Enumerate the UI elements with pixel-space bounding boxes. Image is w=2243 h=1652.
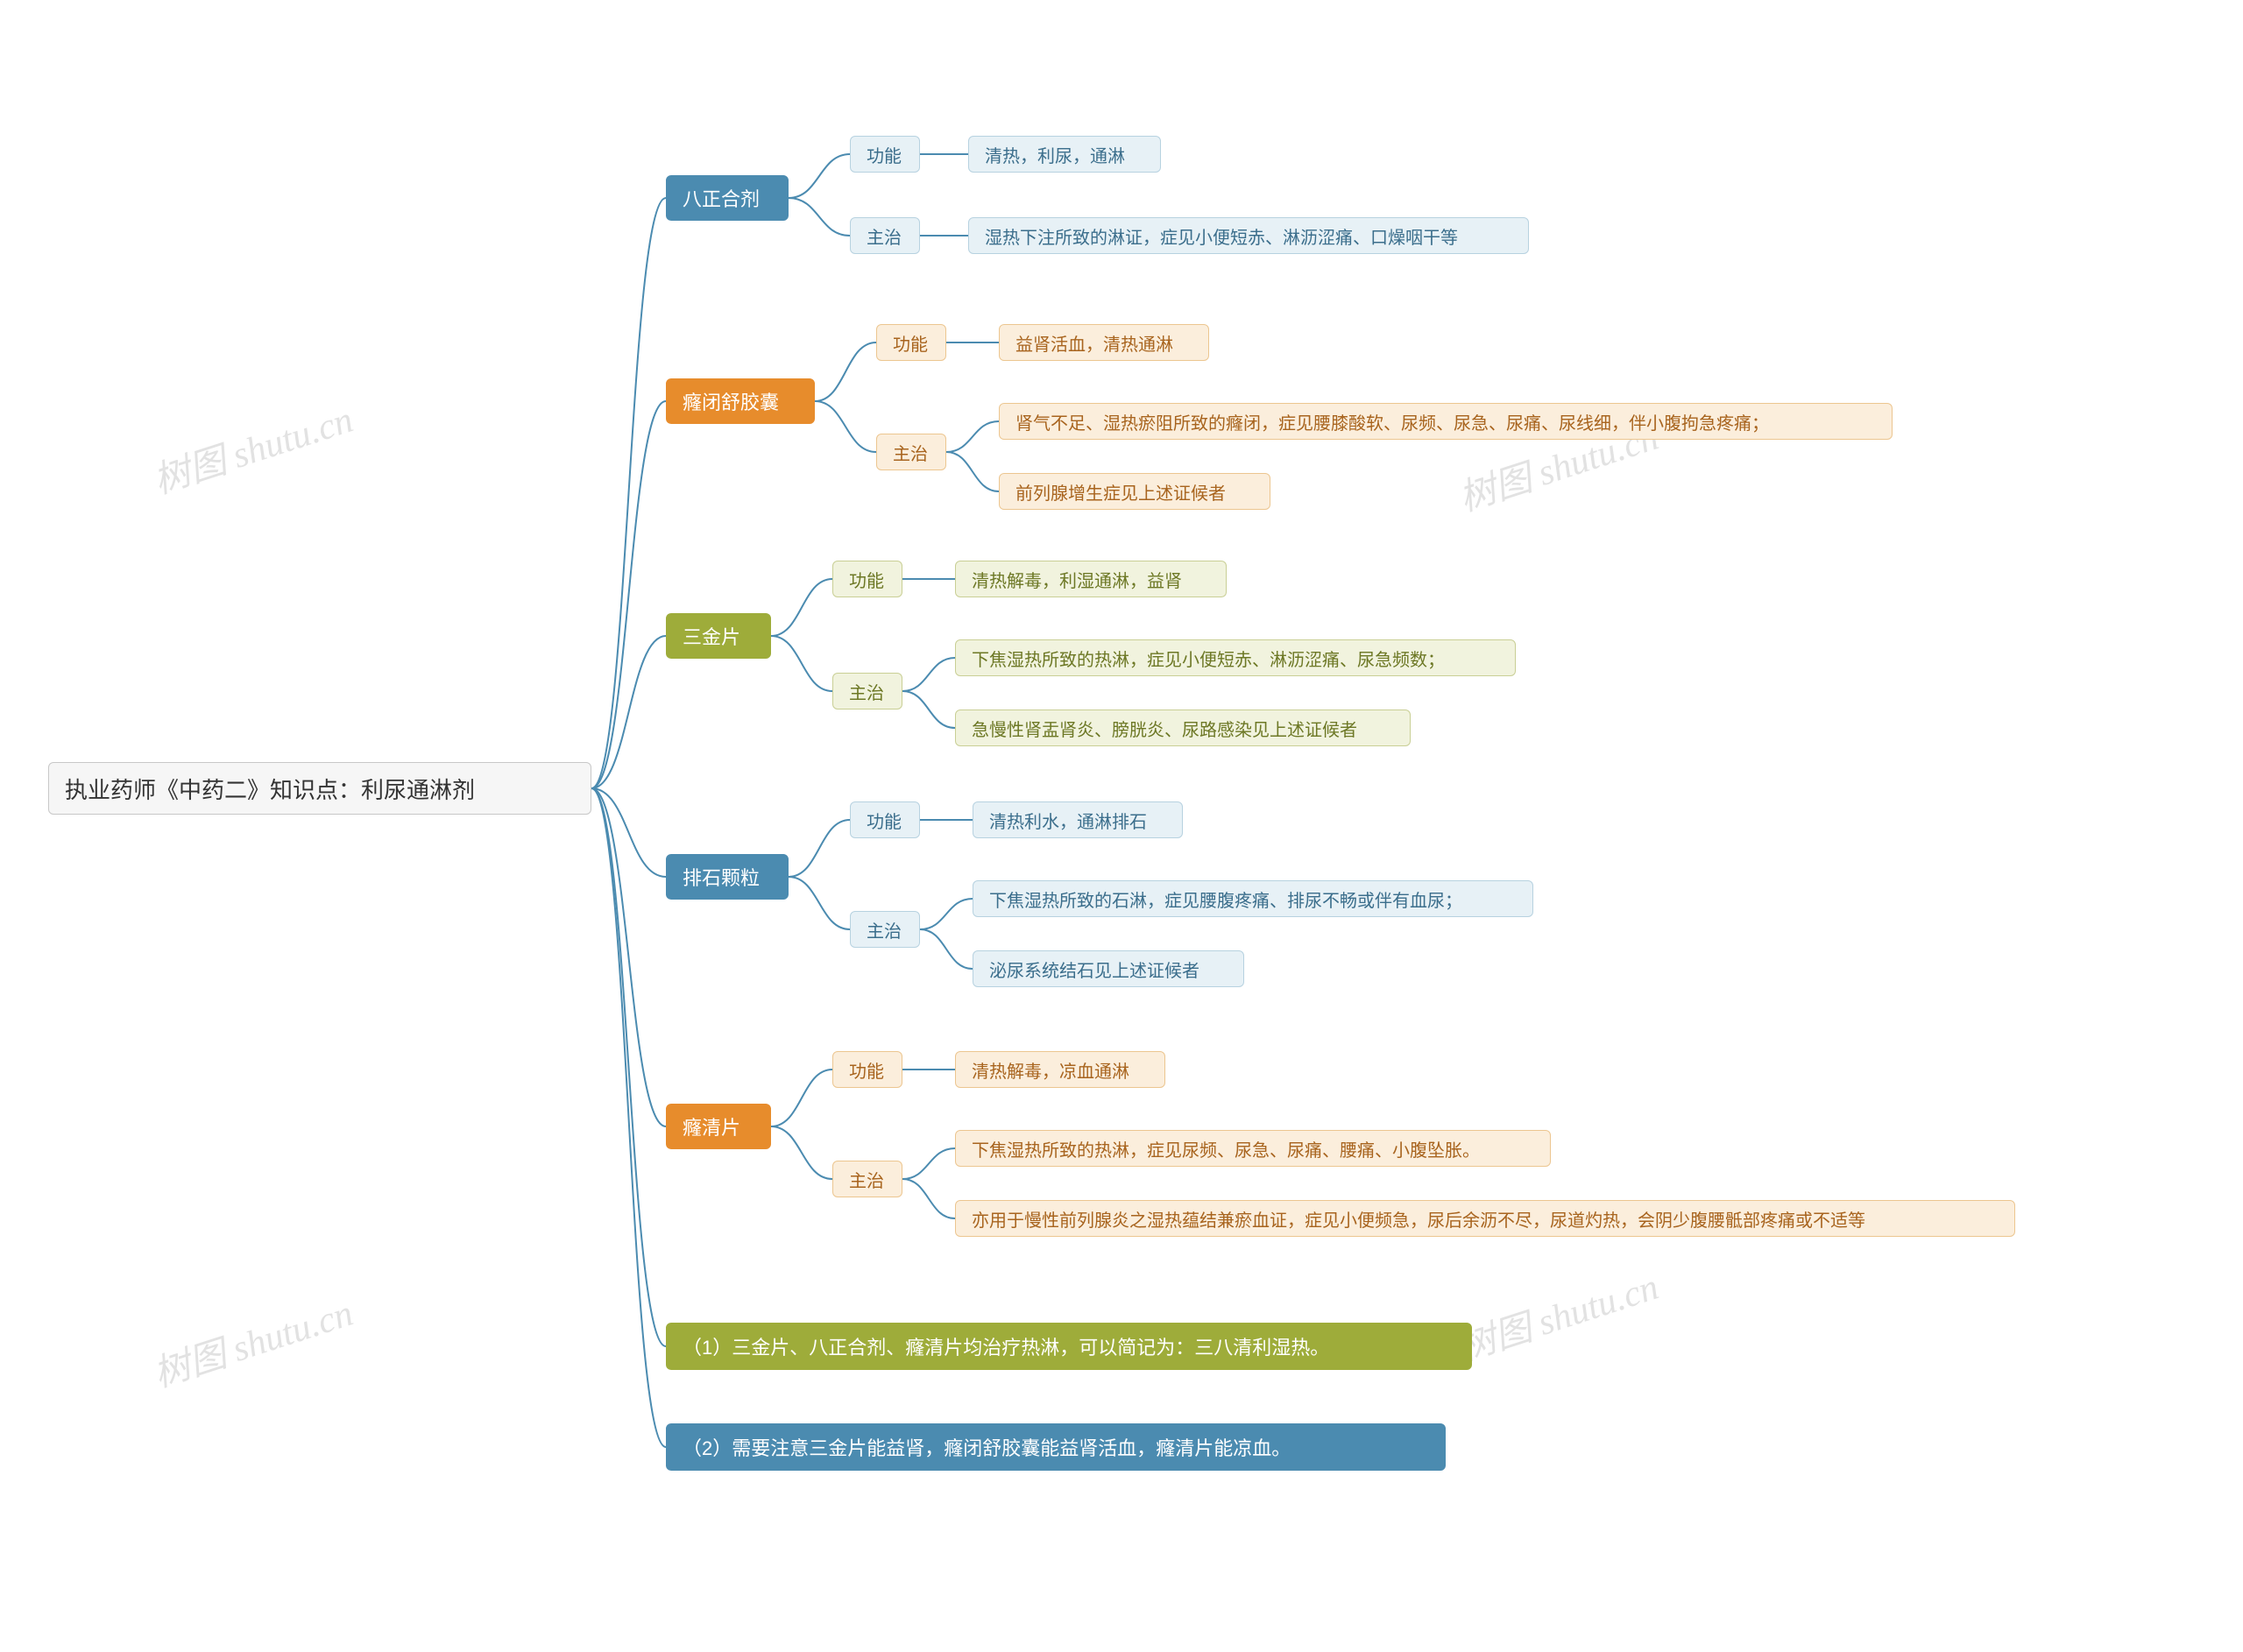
node-n1: 八正合剂 — [666, 175, 789, 221]
node-n5a: 功能 — [832, 1051, 902, 1088]
node-root: 执业药师《中药二》知识点：利尿通淋剂 — [48, 762, 591, 815]
node-n1a1: 清热，利尿，通淋 — [968, 136, 1161, 173]
node-n2a1: 益肾活血，清热通淋 — [999, 324, 1209, 361]
node-n5b: 主治 — [832, 1161, 902, 1197]
node-n4b: 主治 — [850, 911, 920, 948]
node-n5b2: 亦用于慢性前列腺炎之湿热蕴结兼瘀血证，症见小便频急，尿后余沥不尽，尿道灼热，会阴… — [955, 1200, 2015, 1237]
node-n1b1: 湿热下注所致的淋证，症见小便短赤、淋沥涩痛、口燥咽干等 — [968, 217, 1529, 254]
watermark: 树图 shutu.cn — [1451, 1257, 1664, 1372]
node-n4a: 功能 — [850, 801, 920, 838]
node-n2b1: 肾气不足、湿热瘀阻所致的癃闭，症见腰膝酸软、尿频、尿急、尿痛、尿线细，伴小腹拘急… — [999, 403, 1893, 440]
node-n4a1: 清热利水，通淋排石 — [973, 801, 1183, 838]
node-n5a1: 清热解毒，凉血通淋 — [955, 1051, 1165, 1088]
node-n7: （2）需要注意三金片能益肾，癃闭舒胶囊能益肾活血，癃清片能凉血。 — [666, 1423, 1446, 1471]
node-n3b: 主治 — [832, 673, 902, 710]
node-n4b2: 泌尿系统结石见上述证候者 — [973, 950, 1244, 987]
node-n1b: 主治 — [850, 217, 920, 254]
node-n3a: 功能 — [832, 561, 902, 597]
watermark: 树图 shutu.cn — [145, 390, 358, 505]
node-n4b1: 下焦湿热所致的石淋，症见腰腹疼痛、排尿不畅或伴有血尿； — [973, 880, 1533, 917]
node-n2b2: 前列腺增生症见上述证候者 — [999, 473, 1270, 510]
node-n6: （1）三金片、八正合剂、癃清片均治疗热淋，可以简记为：三八清利湿热。 — [666, 1323, 1472, 1370]
node-n3a1: 清热解毒，利湿通淋，益肾 — [955, 561, 1227, 597]
node-n4: 排石颗粒 — [666, 854, 789, 900]
node-n2a: 功能 — [876, 324, 946, 361]
node-n2b: 主治 — [876, 434, 946, 470]
node-n3b2: 急慢性肾盂肾炎、膀胱炎、尿路感染见上述证候者 — [955, 710, 1411, 746]
node-n1a: 功能 — [850, 136, 920, 173]
node-n3: 三金片 — [666, 613, 771, 659]
watermark: 树图 shutu.cn — [145, 1283, 358, 1398]
node-n5b1: 下焦湿热所致的热淋，症见尿频、尿急、尿痛、腰痛、小腹坠胀。 — [955, 1130, 1551, 1167]
node-n3b1: 下焦湿热所致的热淋，症见小便短赤、淋沥涩痛、尿急频数； — [955, 639, 1516, 676]
node-n2: 癃闭舒胶囊 — [666, 378, 815, 424]
node-n5: 癃清片 — [666, 1104, 771, 1149]
mindmap-canvas: 树图 shutu.cn树图 shutu.cn树图 shutu.cn树图 shut… — [0, 0, 2243, 1652]
